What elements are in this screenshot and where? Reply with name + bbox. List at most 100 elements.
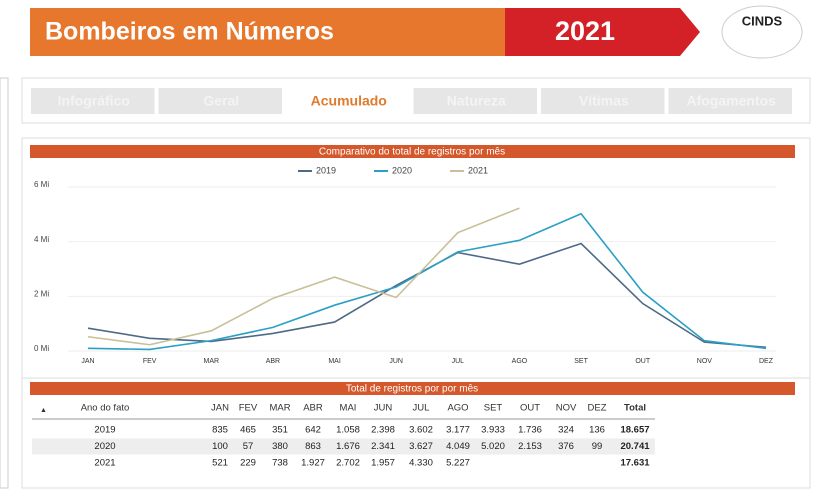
legend-label: 2021: [468, 165, 488, 175]
table-cell: 1.957: [371, 458, 395, 469]
tab[interactable]: [31, 88, 155, 114]
title-banner: [30, 8, 505, 56]
tab-label[interactable]: Natureza: [447, 93, 506, 109]
column-header: Ano do fato: [81, 403, 130, 414]
line-series: [87, 212, 767, 351]
column-header: ABR: [303, 403, 323, 414]
tab-label[interactable]: Acumulado: [311, 93, 387, 109]
x-tick-label: ABR: [266, 358, 280, 365]
y-tick-label: 4 Mi: [34, 235, 49, 244]
table-cell: 863: [305, 441, 321, 452]
table-cell: 1.927: [301, 458, 325, 469]
sort-icon: ▲: [40, 407, 47, 414]
tab[interactable]: [158, 88, 283, 114]
table-cell: 2.398: [371, 425, 395, 436]
table-cell: 2.341: [371, 441, 395, 452]
table-cell: 380: [272, 441, 288, 452]
column-header: FEV: [239, 403, 258, 414]
column-header: OUT: [520, 403, 540, 414]
chart-title: Comparativo do total de registros por mê…: [319, 147, 505, 158]
tab-label[interactable]: Geral: [203, 93, 239, 109]
legend-label: 2019: [316, 165, 336, 175]
table-cell: 2021: [94, 458, 115, 469]
table-cell: 2020: [94, 441, 115, 452]
table-cell: 1.736: [518, 425, 542, 436]
table-cell: 229: [240, 458, 256, 469]
table-cell: 1.058: [336, 425, 360, 436]
column-header: SET: [484, 403, 503, 414]
x-tick-label: MAR: [203, 358, 219, 365]
tab[interactable]: [413, 88, 538, 114]
x-tick-label: FEV: [143, 358, 157, 365]
x-tick-label: DEZ: [759, 358, 774, 365]
tab[interactable]: [286, 88, 410, 114]
column-header: JUL: [413, 403, 430, 414]
year-banner: [505, 8, 700, 56]
x-tick-label: MAI: [328, 358, 341, 365]
chart: 0 Mi 2 Mi 4 Mi 6 Mi JAN FEV MAR ABR MAI JUN JUL AGO…: [34, 165, 776, 365]
table-cell: 738: [272, 458, 288, 469]
dashboard-title: Bombeiros em Números: [45, 18, 334, 46]
y-tick-label: 6 Mi: [34, 180, 49, 189]
table-header: [30, 382, 795, 395]
year: 2021: [555, 16, 615, 46]
legend-label: 2020: [392, 165, 412, 175]
y-tick-label: 0 Mi: [34, 344, 49, 353]
column-header: Total: [624, 403, 646, 414]
table-cell: 5.020: [481, 441, 505, 452]
table-cell: 4.049: [446, 441, 470, 452]
table-cell: 351: [272, 425, 288, 436]
table-panel: [21, 377, 811, 489]
table-cell: 5.227: [446, 458, 470, 469]
column-header: MAR: [269, 403, 290, 414]
chart-header: [30, 145, 795, 158]
table-cell: 3.602: [409, 425, 433, 436]
table-cell: 4.330: [409, 458, 433, 469]
table-cell: 376: [558, 441, 574, 452]
y-tick-label: 2 Mi: [34, 289, 49, 298]
table-cell: 521: [212, 458, 228, 469]
table-title: Total de registros por por mês: [346, 384, 478, 395]
tabs: Infográfico Geral Acumulado Natureza Vítimas…: [31, 88, 792, 114]
tab-label[interactable]: Infográfico: [58, 93, 130, 109]
x-tick-label: NOV: [697, 358, 713, 365]
column-header: JUN: [374, 403, 393, 414]
table-cell: 1.676: [336, 441, 360, 452]
table-cell: 835: [212, 425, 228, 436]
table-cell: 136: [589, 425, 605, 436]
column-header: MAI: [340, 403, 357, 414]
table-cell: 18.657: [620, 425, 649, 436]
logo: [721, 5, 803, 59]
logo-text: CINDS: [742, 13, 783, 28]
table-cell: 3.627: [409, 441, 433, 452]
table-cell: 100: [212, 441, 228, 452]
tab[interactable]: [668, 88, 793, 114]
table: ▲ Ano do fato JAN FEV MAR ABR MAI JUN JUL AGO SET O…: [32, 403, 655, 469]
x-tick-label: SET: [574, 358, 588, 365]
row-band: [32, 438, 655, 455]
table-cell: 642: [305, 425, 321, 436]
x-tick-label: JUN: [389, 358, 403, 365]
line-series: [87, 207, 520, 346]
table-cell: 20.741: [620, 441, 650, 452]
chart-panel: [21, 137, 811, 379]
tab[interactable]: [541, 88, 665, 114]
table-cell: 3.177: [446, 425, 470, 436]
tab-label[interactable]: Afogamentos: [687, 93, 777, 109]
x-tick-label: AGO: [512, 358, 528, 365]
tab-label[interactable]: Vítimas: [579, 93, 629, 109]
column-header: NOV: [556, 403, 577, 414]
x-tick-label: JAN: [81, 358, 94, 365]
column-header: DEZ: [588, 403, 607, 414]
table-cell: 17.631: [620, 458, 650, 469]
table-cell: 324: [558, 425, 574, 436]
table-cell: 2019: [94, 425, 115, 436]
table-cell: 2.153: [518, 441, 542, 452]
table-cell: 3.933: [481, 425, 505, 436]
x-tick-label: JUL: [452, 358, 465, 365]
table-cell: 465: [240, 425, 256, 436]
x-tick-label: OUT: [635, 358, 651, 365]
table-cell: 99: [592, 441, 603, 452]
